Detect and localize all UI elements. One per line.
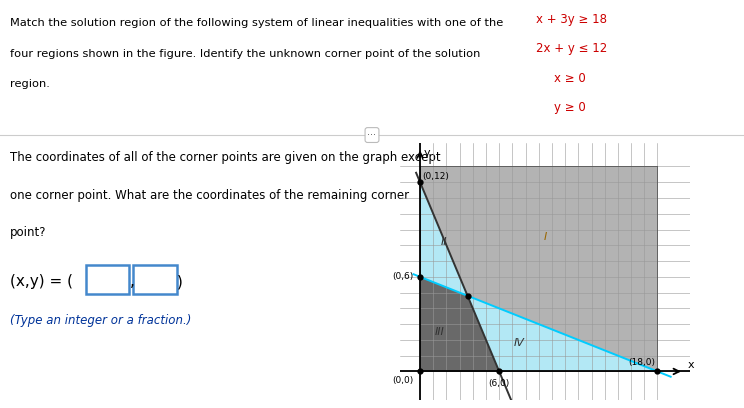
- Text: The coordinates of all of the corner points are given on the graph except: The coordinates of all of the corner poi…: [10, 151, 440, 164]
- Text: I: I: [544, 233, 547, 242]
- Text: (18,0): (18,0): [628, 358, 655, 367]
- Text: point?: point?: [10, 226, 46, 239]
- Text: ): ): [177, 274, 183, 289]
- Text: (Type an integer or a fraction.): (Type an integer or a fraction.): [10, 315, 191, 328]
- Text: (0,6): (0,6): [392, 272, 414, 282]
- Text: ,: ,: [129, 274, 134, 289]
- Text: III: III: [435, 327, 445, 337]
- Text: one corner point. What are the coordinates of the remaining corner: one corner point. What are the coordinat…: [10, 189, 409, 202]
- Polygon shape: [420, 277, 499, 371]
- Text: (x,y) = (: (x,y) = (: [10, 274, 73, 289]
- Text: region.: region.: [10, 79, 50, 89]
- Text: (0,12): (0,12): [423, 172, 449, 181]
- Polygon shape: [420, 166, 658, 371]
- Polygon shape: [420, 182, 467, 296]
- Text: II: II: [440, 237, 447, 247]
- Text: x + 3y ≥ 18: x + 3y ≥ 18: [536, 13, 606, 26]
- Text: (6,0): (6,0): [489, 379, 510, 388]
- Text: y: y: [424, 148, 431, 157]
- Text: 2x + y ≤ 12: 2x + y ≤ 12: [536, 42, 607, 55]
- FancyBboxPatch shape: [133, 265, 177, 295]
- Text: IV: IV: [513, 338, 525, 348]
- Text: ···: ···: [368, 130, 376, 140]
- Text: four regions shown in the figure. Identify the unknown corner point of the solut: four regions shown in the figure. Identi…: [10, 49, 480, 59]
- Text: y ≥ 0: y ≥ 0: [554, 101, 586, 114]
- Text: Match the solution region of the following system of linear inequalities with on: Match the solution region of the followi…: [10, 18, 503, 28]
- Text: (0,0): (0,0): [392, 376, 414, 385]
- Text: x: x: [687, 360, 694, 370]
- Text: x ≥ 0: x ≥ 0: [554, 72, 586, 85]
- Polygon shape: [420, 166, 658, 371]
- Polygon shape: [467, 296, 658, 371]
- FancyBboxPatch shape: [86, 265, 129, 295]
